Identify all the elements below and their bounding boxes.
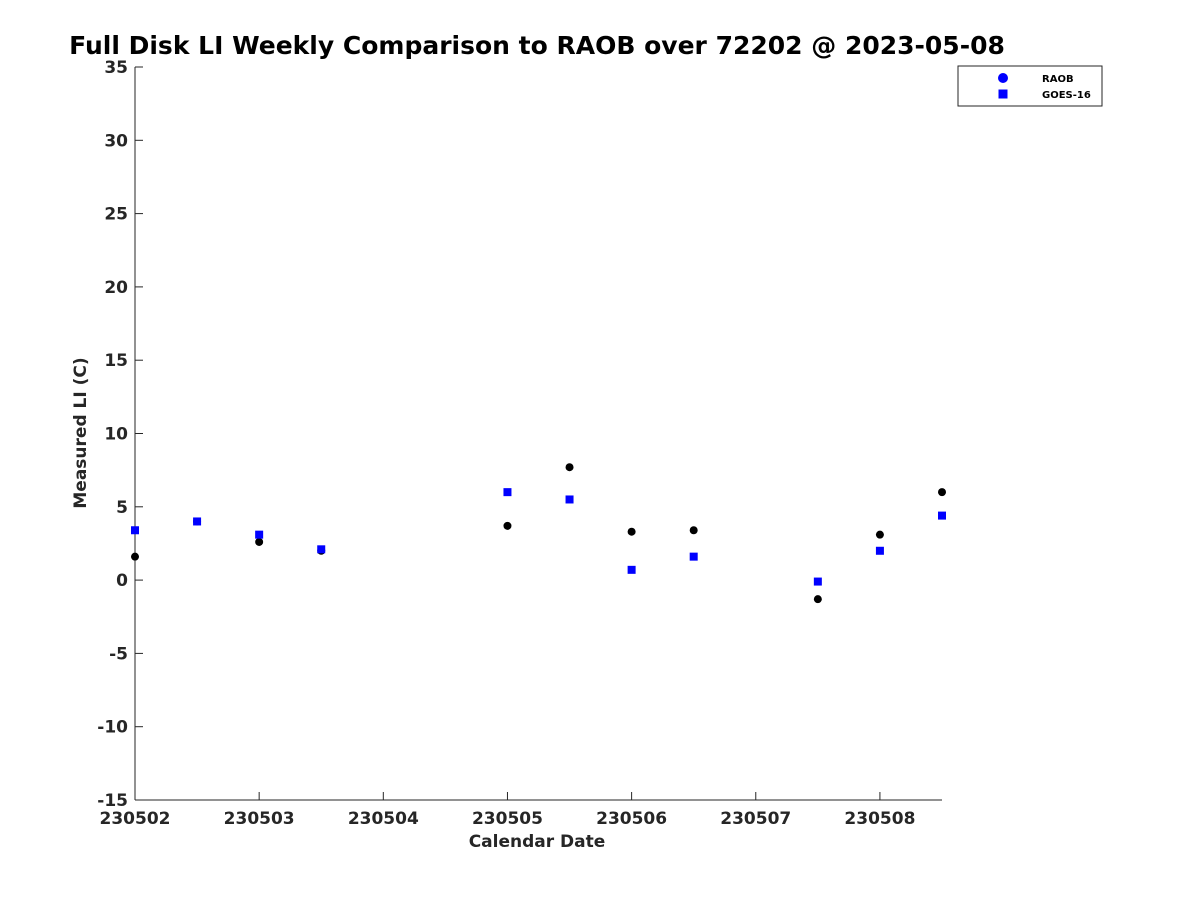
y-tick-label: 30	[104, 131, 128, 151]
data-point-raob	[938, 488, 946, 497]
data-point-goes16	[255, 530, 264, 539]
x-tick-label: 230506	[596, 809, 667, 829]
data-point-goes16	[565, 495, 574, 504]
y-tick-label: -10	[97, 718, 128, 738]
data-point-raob	[131, 552, 139, 561]
legend-marker-goes16	[998, 89, 1008, 99]
x-tick-label: 230508	[844, 809, 915, 829]
data-point-goes16	[813, 577, 822, 586]
x-ticks: 230502 230503 230504 230505 230506 230507 2305…	[100, 792, 915, 829]
y-ticks: -15 -10 -5 0 5 10 15 20 25 30 35	[97, 58, 143, 811]
x-tick-label: 230507	[720, 809, 791, 829]
x-tick-label: 230504	[348, 809, 419, 829]
y-tick-label: 5	[116, 498, 128, 518]
data-point-goes16	[627, 565, 636, 574]
legend-marker-raob	[998, 73, 1008, 83]
data-point-raob	[255, 537, 264, 546]
data-point-raob	[627, 527, 636, 536]
x-tick-label: 230503	[224, 809, 295, 829]
data-point-raob	[813, 595, 822, 604]
x-tick-label: 230505	[472, 809, 543, 829]
data-point-goes16	[317, 545, 326, 554]
data-point-raob	[689, 526, 698, 535]
data-point-raob	[503, 521, 512, 530]
y-tick-label: -5	[109, 644, 128, 664]
data-point-goes16	[938, 511, 946, 520]
data-point-goes16	[875, 546, 884, 555]
data-point-raob	[875, 530, 884, 539]
data-point-goes16	[193, 517, 202, 526]
y-axis-label: Measured LI (C)	[71, 357, 91, 508]
legend-label-raob: RAOB	[1042, 74, 1074, 85]
y-tick-label: 25	[104, 205, 128, 225]
chart-title: Full Disk LI Weekly Comparison to RAOB o…	[69, 31, 1005, 60]
y-tick-label: 15	[104, 351, 128, 371]
legend: RAOB GOES-16	[957, 65, 1103, 107]
axes	[134, 67, 942, 801]
y-tick-label: 20	[104, 278, 128, 298]
x-tick-label: 230502	[100, 809, 171, 829]
legend-label-goes16: GOES-16	[1042, 90, 1091, 101]
data-points	[131, 463, 946, 604]
legend-box	[957, 65, 1103, 107]
data-point-raob	[565, 463, 574, 472]
y-tick-label: 35	[104, 58, 128, 78]
y-tick-label: 0	[116, 571, 128, 591]
data-point-goes16	[503, 488, 512, 497]
data-point-goes16	[689, 552, 698, 561]
data-point-goes16	[131, 526, 139, 535]
y-tick-label: -15	[97, 791, 128, 811]
x-axis-label: Calendar Date	[469, 832, 606, 852]
y-tick-label: 10	[104, 425, 128, 445]
